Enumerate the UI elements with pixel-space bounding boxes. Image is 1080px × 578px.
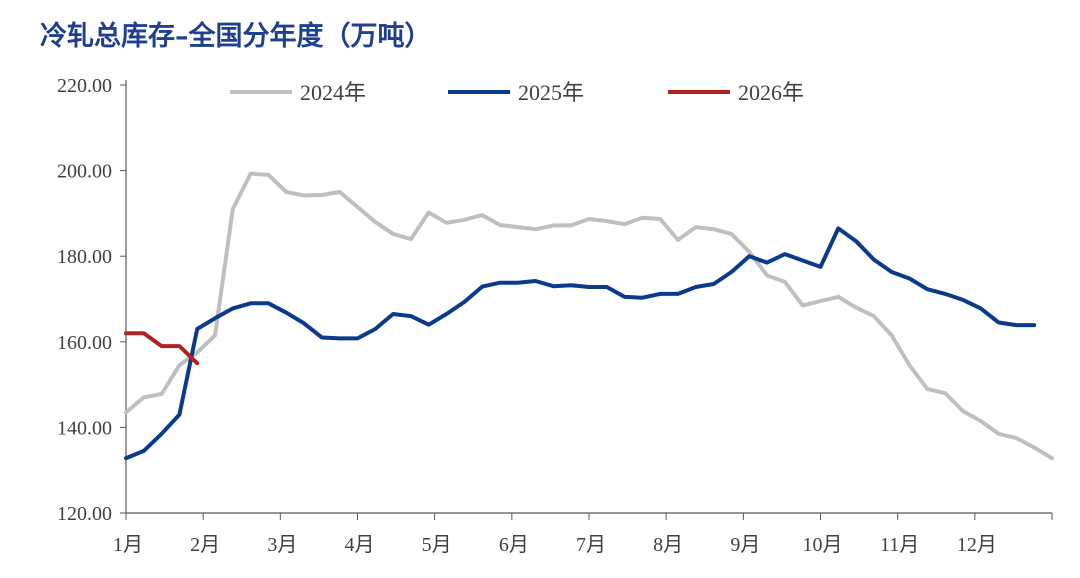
axes: 120.00 140.00 160.00 180.00 200.00 220.00 1月 2月… — [57, 75, 1053, 556]
series-layer — [124, 171, 1054, 461]
x-tick-label: 2月 — [190, 534, 220, 556]
chart-title: 冷轧总库存–全国分年度（万吨） — [40, 20, 432, 52]
x-tick-label: 9月 — [730, 534, 760, 556]
legend-label: 2026年 — [738, 80, 804, 105]
y-tick-label: 140.00 — [57, 417, 112, 439]
x-tick-label: 5月 — [422, 534, 452, 556]
legend: 2024年 2025年 2026年 — [230, 80, 804, 105]
y-tick-label: 180.00 — [57, 246, 112, 268]
x-tick-label: 8月 — [653, 534, 683, 556]
series-line-2025年 — [124, 226, 1037, 461]
legend-label: 2025年 — [518, 80, 584, 105]
y-tick-label: 120.00 — [57, 503, 112, 525]
x-tick-label: 6月 — [499, 534, 529, 556]
x-tick-label: 4月 — [345, 534, 375, 556]
x-tick-label: 10月 — [803, 534, 843, 556]
y-tick-label: 160.00 — [57, 332, 112, 354]
y-tick-label: 220.00 — [57, 75, 112, 97]
series-line-2024年 — [124, 171, 1054, 461]
series-line-2026年 — [124, 331, 200, 366]
x-tick-label: 1月 — [113, 534, 143, 556]
legend-label: 2024年 — [300, 80, 366, 105]
x-tick-label: 7月 — [576, 534, 606, 556]
y-tick-label: 200.00 — [57, 161, 112, 183]
x-tick-label: 11月 — [880, 534, 919, 556]
x-tick-label: 12月 — [957, 534, 997, 556]
x-tick-label: 3月 — [267, 534, 297, 556]
